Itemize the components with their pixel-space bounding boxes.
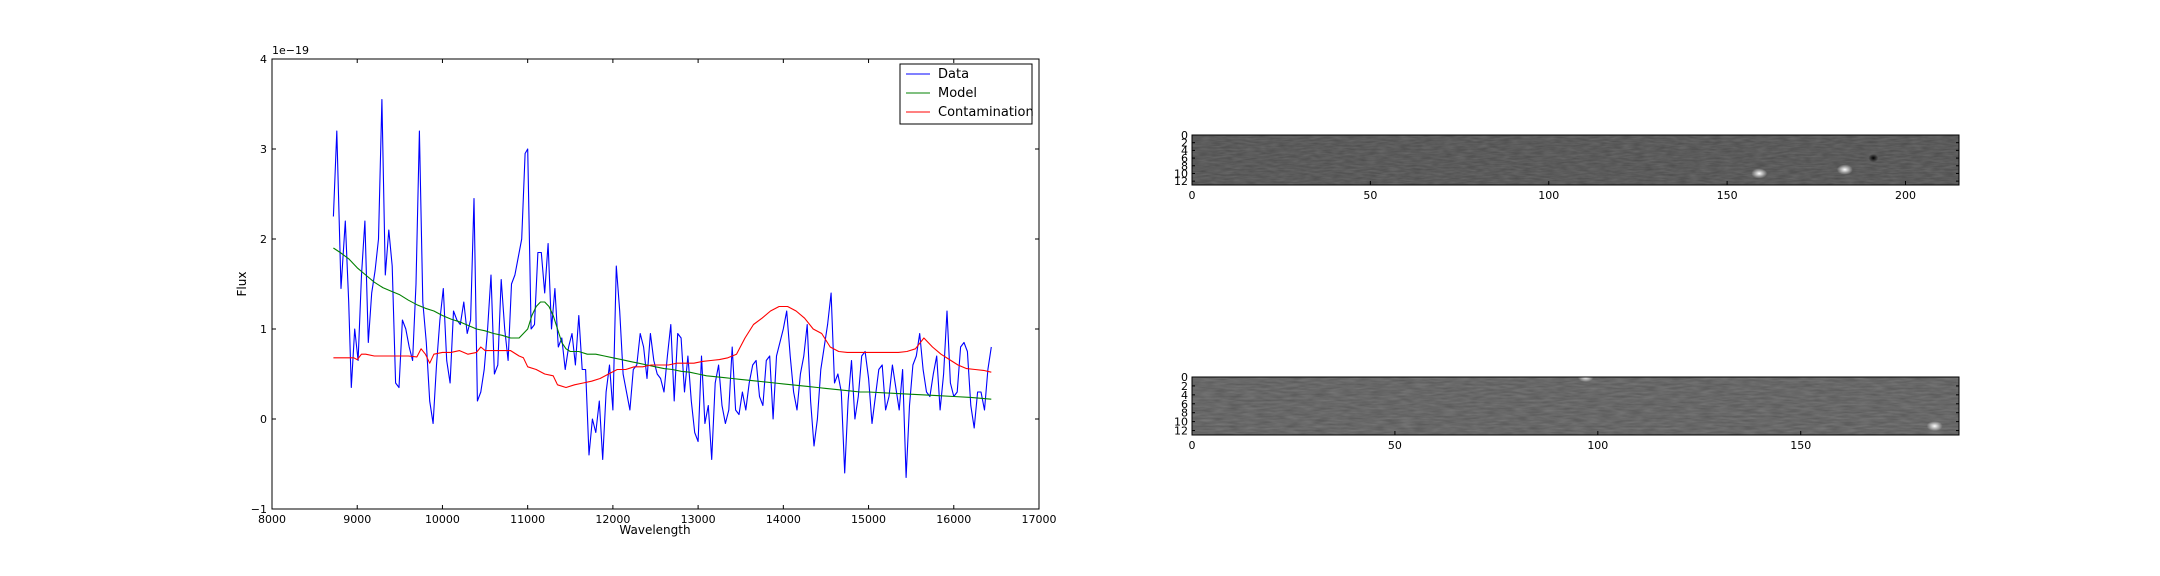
y-tick-label: 0 — [260, 413, 267, 426]
y-tick-label: 2 — [1181, 380, 1188, 393]
legend: Data Model Contamination — [899, 63, 1034, 125]
legend-label-model: Model — [938, 86, 977, 101]
image-top-x-ticks: 0 50 100 150 200 — [1189, 181, 1916, 202]
y-tick-label: 0 — [1181, 371, 1188, 384]
y-tick-label: 4 — [1181, 144, 1188, 157]
y-tick-label: 3 — [260, 143, 267, 156]
bright-spot — [1926, 421, 1943, 432]
x-tick-label: 16000 — [936, 513, 971, 526]
image-top-spots — [1751, 154, 1879, 179]
x-tick-label: 50 — [1363, 189, 1377, 202]
x-tick-label: 17000 — [1022, 513, 1057, 526]
y-tick-label: 12 — [1174, 425, 1188, 438]
y-tick-label: 8 — [1181, 407, 1188, 420]
image-top-noise — [1192, 135, 1959, 185]
dark-spot — [1868, 154, 1879, 163]
x-tick-label: 12000 — [595, 513, 630, 526]
image-bottom-noise — [1192, 377, 1959, 435]
series-line-data — [332, 98, 992, 479]
x-tick-label: 10000 — [425, 513, 460, 526]
y-axis-label: Flux — [235, 272, 249, 297]
x-axis-ticks: 8000 9000 10000 11000 12000 13000 14000 15000 16… — [258, 59, 1057, 526]
image-bottom-frame — [1191, 376, 1960, 436]
x-tick-label: 8000 — [258, 513, 286, 526]
bright-spot — [1836, 164, 1853, 175]
y-tick-label: 8 — [1181, 160, 1188, 173]
x-tick-label: 150 — [1717, 189, 1738, 202]
x-tick-label: 100 — [1587, 439, 1608, 452]
y-offset-text: 1e−19 — [272, 44, 309, 57]
x-tick-label: 11000 — [510, 513, 545, 526]
y-tick-label: 6 — [1181, 398, 1188, 411]
y-tick-label: 6 — [1181, 152, 1188, 165]
series-line-contamination — [333, 305, 992, 389]
y-tick-label: 12 — [1174, 175, 1188, 188]
spectrum-series-group — [332, 98, 992, 479]
x-tick-label: 50 — [1388, 439, 1402, 452]
y-tick-label: 10 — [1174, 167, 1188, 180]
x-tick-label: 13000 — [681, 513, 716, 526]
plot-frame — [271, 58, 1040, 510]
bright-spot — [1751, 168, 1768, 179]
y-tick-label: 1 — [260, 323, 267, 336]
y-tick-label: 0 — [1181, 129, 1188, 142]
image-top-frame — [1191, 134, 1960, 186]
y-tick-label: 2 — [260, 233, 267, 246]
y-tick-label: 2 — [1181, 137, 1188, 150]
image-bottom-x-ticks: 0 50 100 150 — [1189, 431, 1811, 452]
y-tick-label: 10 — [1174, 416, 1188, 429]
x-tick-label: 100 — [1538, 189, 1559, 202]
x-tick-label: 14000 — [766, 513, 801, 526]
series-line-model — [333, 247, 992, 400]
legend-label-contamination: Contamination — [938, 105, 1034, 120]
spectrum-plot: 8000 9000 10000 11000 12000 13000 14000 15000 16… — [235, 44, 1057, 537]
legend-label-data: Data — [938, 67, 969, 82]
y-axis-ticks: −1 0 1 2 3 4 — [251, 53, 1039, 516]
x-axis-label: Wavelength — [619, 523, 690, 537]
x-tick-label: 150 — [1790, 439, 1811, 452]
x-tick-label: 200 — [1895, 189, 1916, 202]
x-tick-label: 0 — [1189, 439, 1196, 452]
y-tick-label: 4 — [1181, 389, 1188, 402]
x-tick-label: 15000 — [851, 513, 886, 526]
x-tick-label: 9000 — [343, 513, 371, 526]
x-tick-label: 0 — [1189, 189, 1196, 202]
y-tick-label: 4 — [260, 53, 267, 66]
y-tick-label: −1 — [251, 503, 267, 516]
